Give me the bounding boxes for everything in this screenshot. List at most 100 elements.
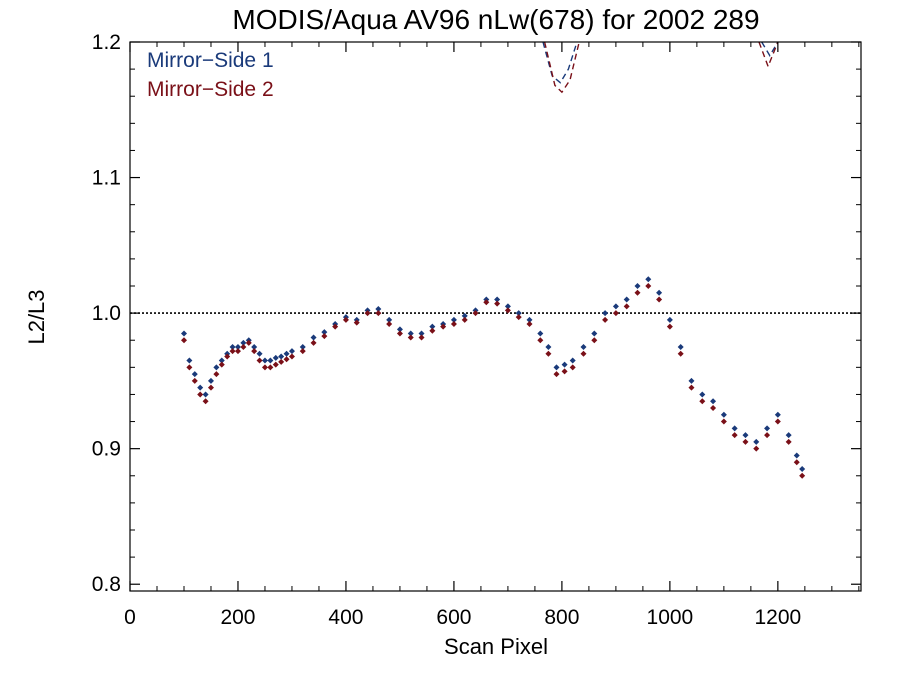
data-point-s2-0 — [180, 337, 187, 344]
data-point-s2-68 — [793, 459, 800, 466]
x-tick-label: 800 — [544, 606, 579, 629]
data-point-s2-51 — [612, 310, 619, 317]
data-point-s2-46 — [561, 368, 568, 375]
data-point-s2-9 — [229, 348, 236, 355]
data-point-s1-42 — [526, 316, 533, 323]
data-point-s1-56 — [666, 316, 673, 323]
data-point-s2-36 — [461, 316, 468, 323]
data-point-s1-33 — [429, 323, 436, 330]
data-point-s2-13 — [251, 348, 258, 355]
plot-frame — [129, 41, 862, 592]
data-point-s1-54 — [645, 276, 652, 283]
data-point-s1-66 — [774, 411, 781, 418]
data-point-s2-32 — [418, 334, 425, 341]
data-point-s2-33 — [429, 327, 436, 334]
data-point-s2-65 — [764, 432, 771, 439]
data-point-s1-50 — [602, 310, 609, 317]
y-tick-label: 0.8 — [92, 573, 121, 596]
data-point-s1-69 — [799, 466, 806, 472]
data-point-s1-14 — [256, 350, 263, 357]
data-point-s2-42 — [526, 320, 533, 327]
data-point-s1-32 — [418, 330, 425, 337]
data-point-s1-48 — [580, 344, 587, 350]
data-point-s2-45 — [553, 371, 560, 378]
data-point-s1-0 — [180, 330, 187, 337]
y-tick-labels: 0.8 0.9 1.0 1.1 1.2 — [92, 31, 121, 596]
data-point-s2-26 — [353, 319, 360, 326]
data-point-s2-29 — [386, 320, 393, 327]
data-point-s1-52 — [623, 296, 630, 303]
data-point-s1-20 — [288, 348, 295, 355]
data-point-s2-16 — [267, 364, 274, 371]
data-point-s1-29 — [386, 316, 393, 323]
data-point-s1-51 — [612, 303, 619, 310]
data-point-s1-9 — [229, 344, 236, 350]
data-point-s2-39 — [494, 300, 501, 307]
data-point-s1-68 — [793, 452, 800, 459]
legend: Mirror−Side 1 Mirror−Side 2 — [147, 49, 274, 101]
data-point-s2-4 — [202, 398, 209, 405]
data-point-s1-7 — [218, 357, 225, 364]
data-point-s2-57 — [677, 350, 684, 357]
data-point-s1-58 — [688, 377, 695, 384]
data-point-s2-50 — [602, 316, 609, 323]
data-point-s1-31 — [407, 330, 414, 337]
data-point-s1-3 — [197, 384, 204, 391]
data-point-s2-17 — [272, 361, 279, 368]
data-point-s1-65 — [764, 425, 771, 432]
x-tick-label: 1200 — [754, 606, 801, 629]
data-point-s2-63 — [742, 438, 749, 445]
data-point-s2-60 — [710, 405, 717, 411]
data-point-s2-44 — [545, 350, 552, 357]
data-point-s1-2 — [191, 371, 198, 378]
data-point-s2-62 — [731, 432, 738, 439]
x-tick-label: 200 — [220, 606, 255, 629]
data-point-s1-6 — [213, 364, 220, 371]
y-tick-label: 1.1 — [92, 167, 121, 190]
data-point-s1-11 — [240, 339, 247, 346]
dashed-curve-series-1 — [542, 41, 779, 84]
data-point-s2-28 — [375, 310, 382, 317]
data-point-s2-66 — [774, 418, 781, 425]
data-point-s2-6 — [213, 371, 220, 378]
data-point-s1-21 — [299, 344, 306, 350]
data-point-s1-43 — [537, 330, 544, 337]
legend-item-mirror-side-1: Mirror−Side 1 — [147, 49, 274, 72]
data-point-s2-7 — [218, 361, 225, 368]
data-point-s1-35 — [450, 316, 457, 323]
data-point-s2-21 — [299, 348, 306, 355]
x-tick-label: 400 — [328, 606, 363, 629]
data-point-s2-25 — [342, 316, 349, 323]
data-point-s2-8 — [224, 353, 231, 360]
data-point-s1-22 — [310, 334, 317, 341]
y-axis-label: L2/L3 — [24, 289, 49, 344]
legend-item-mirror-side-2: Mirror−Side 2 — [147, 78, 274, 101]
data-point-s1-5 — [207, 377, 214, 384]
data-point-s2-37 — [472, 310, 479, 317]
data-point-s2-34 — [440, 323, 447, 330]
data-point-s2-18 — [278, 358, 285, 365]
data-point-s1-49 — [591, 330, 598, 337]
data-point-s2-35 — [450, 320, 457, 327]
data-point-s2-19 — [283, 356, 290, 363]
data-point-s1-59 — [699, 391, 706, 398]
x-axis-label: Scan Pixel — [444, 634, 548, 659]
data-point-s1-28 — [375, 306, 382, 313]
data-point-s2-58 — [688, 384, 695, 391]
data-point-s2-2 — [191, 377, 198, 384]
chart-title: MODIS/Aqua AV96 nLw(678) for 2002 289 — [232, 4, 759, 35]
data-point-s2-24 — [332, 323, 339, 330]
data-point-s1-62 — [731, 425, 738, 432]
data-point-s2-48 — [580, 350, 587, 357]
data-point-s2-5 — [207, 384, 214, 391]
data-point-s2-14 — [256, 357, 263, 364]
y-tick-label: 0.9 — [92, 438, 121, 461]
data-point-s1-67 — [785, 432, 792, 439]
data-point-s1-45 — [553, 364, 560, 371]
data-point-s2-3 — [197, 391, 204, 398]
data-point-s2-43 — [537, 337, 544, 344]
data-point-s1-60 — [710, 398, 717, 405]
data-point-s2-30 — [396, 330, 403, 337]
